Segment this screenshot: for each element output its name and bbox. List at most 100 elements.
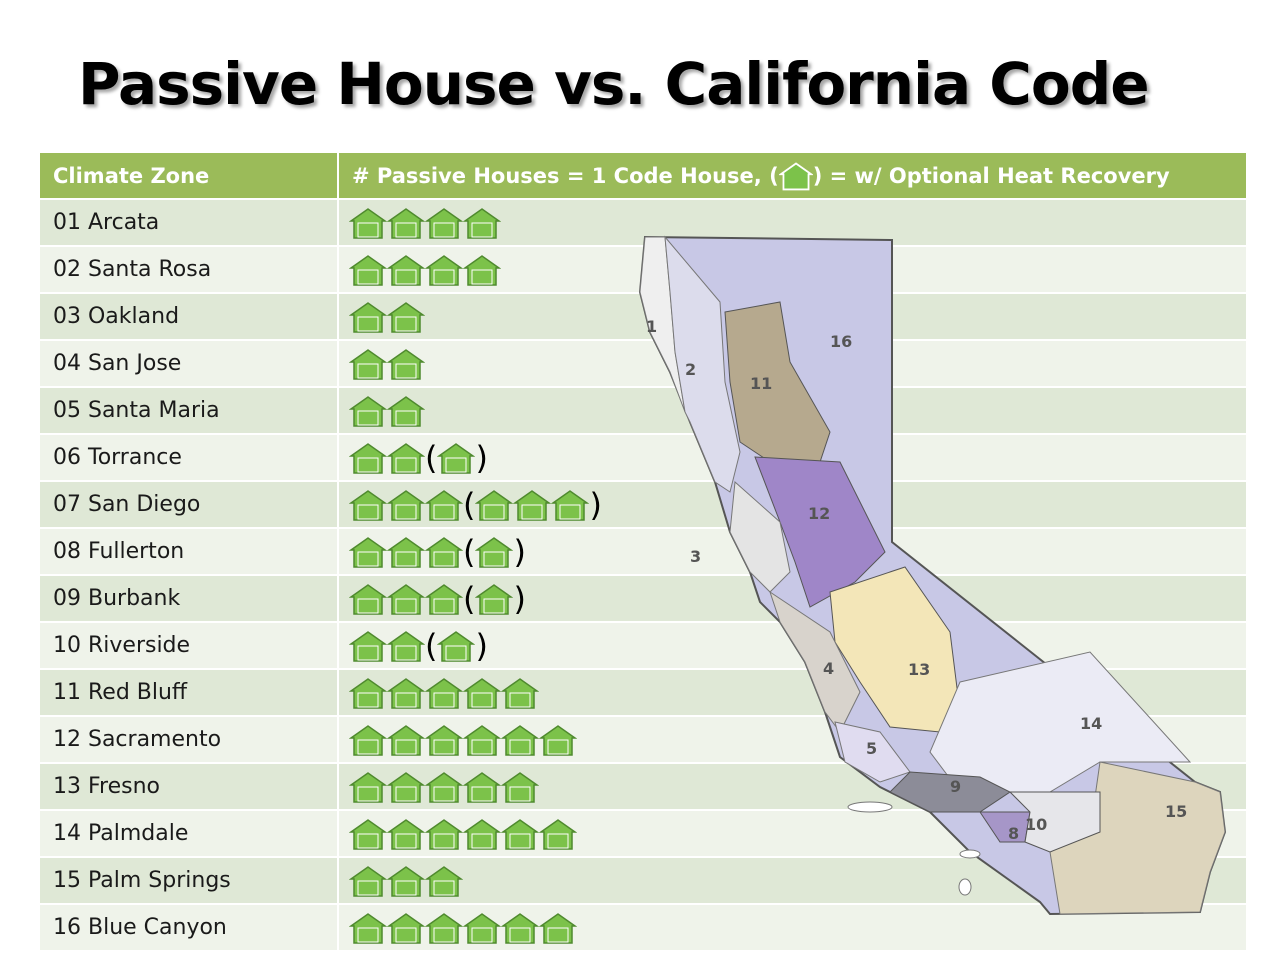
house-icon: [349, 724, 387, 756]
house-icon: [349, 771, 387, 803]
climate-zone-name: 12 Sacramento: [40, 715, 339, 763]
house-icon: [463, 254, 501, 286]
climate-zone-name: 07 San Diego: [40, 480, 339, 528]
climate-zone-name: 06 Torrance: [40, 433, 339, 481]
house-icon: [387, 442, 425, 474]
house-icon: [349, 818, 387, 850]
optional-open-paren: (: [463, 579, 476, 618]
optional-close-paren: ): [475, 438, 488, 477]
house-icon: [387, 536, 425, 568]
house-icon: [539, 912, 577, 944]
passive-house-count: (): [338, 480, 1248, 528]
house-icon: [513, 489, 552, 521]
house-icon: [463, 912, 501, 944]
house-icon: [475, 536, 514, 568]
climate-zone-name: 10 Riverside: [40, 621, 339, 669]
zone-4-region: [769, 590, 861, 733]
map-label-zone-11: 11: [750, 374, 772, 393]
climate-zone-name: 02 Santa Rosa: [40, 245, 339, 293]
table-row: 10 Riverside (): [40, 621, 1248, 669]
table-header-row: Climate Zone # Passive Houses = 1 Code H…: [40, 153, 1248, 199]
house-icon: [475, 489, 514, 521]
climate-zone-name: 08 Fullerton: [40, 527, 339, 575]
house-icon: [778, 161, 813, 191]
optional-open-paren: (: [425, 438, 438, 477]
house-icon: [501, 818, 539, 850]
house-icon: [387, 489, 425, 521]
optional-open-paren: (: [463, 485, 476, 524]
climate-zone-name: 05 Santa Maria: [40, 386, 339, 434]
california-climate-zone-map: 1 2 3 4 5 8 9 10 11 12 13 14 15 16: [630, 232, 1230, 922]
zone-14-region: [929, 651, 1192, 793]
header-houses-prefix: # Passive Houses = 1 Code House, (: [352, 163, 779, 188]
zone-10-region: [1008, 791, 1101, 853]
house-icon: [425, 724, 463, 756]
map-label-zone-1: 1: [646, 317, 657, 336]
house-icon: [501, 912, 539, 944]
house-icon: [425, 489, 463, 521]
house-icon: [387, 724, 425, 756]
house-icon: [387, 395, 425, 427]
house-icon: [349, 301, 387, 333]
map-label-zone-13: 13: [908, 660, 930, 679]
house-icon: [425, 583, 463, 615]
house-icon: [425, 912, 463, 944]
house-icon: [425, 865, 463, 897]
house-icon: [349, 395, 387, 427]
map-label-zone-5: 5: [866, 739, 877, 758]
channel-island: [847, 801, 893, 813]
house-icon: [425, 771, 463, 803]
page-title: Passive House vs. California Code: [78, 50, 1150, 118]
house-icon: [501, 677, 539, 709]
house-icon: [539, 724, 577, 756]
table-row: 11 Red Bluff: [40, 668, 1248, 716]
map-label-zone-8: 8: [1008, 824, 1019, 843]
map-label-zone-16: 16: [830, 332, 852, 351]
climate-zone-name: 09 Burbank: [40, 574, 339, 622]
climate-zone-name: 04 San Jose: [40, 339, 339, 387]
house-icon: [387, 207, 425, 239]
optional-open-paren: (: [425, 626, 438, 665]
house-icon: [463, 677, 501, 709]
house-icon: [463, 771, 501, 803]
table-row: 07 San Diego(): [40, 480, 1248, 528]
header-climate-zone: Climate Zone: [40, 153, 339, 199]
house-icon: [425, 536, 463, 568]
optional-close-paren: ): [589, 485, 602, 524]
house-icon: [349, 583, 387, 615]
house-icon: [463, 207, 501, 239]
header-houses-suffix: ) = w/ Optional Heat Recovery: [812, 163, 1170, 188]
optional-close-paren: ): [475, 626, 488, 665]
house-icon: [501, 724, 539, 756]
house-icon: [349, 630, 387, 662]
house-icon: [349, 442, 387, 474]
house-icon: [349, 207, 387, 239]
house-icon: [349, 912, 387, 944]
house-icon: [539, 818, 577, 850]
house-icon: [387, 630, 425, 662]
table-row: 01 Arcata: [40, 198, 1248, 246]
house-icon: [387, 254, 425, 286]
map-label-zone-15: 15: [1165, 802, 1187, 821]
house-icon: [387, 771, 425, 803]
climate-zone-name: 03 Oakland: [40, 292, 339, 340]
optional-close-paren: ): [513, 579, 526, 618]
house-icon: [425, 254, 463, 286]
house-icon: [501, 771, 539, 803]
house-icon: [425, 677, 463, 709]
map-label-zone-9: 9: [950, 777, 961, 796]
zone-2-region: [664, 235, 741, 493]
house-icon: [387, 677, 425, 709]
channel-island: [959, 849, 981, 859]
optional-open-paren: (: [463, 532, 476, 571]
house-icon: [425, 207, 463, 239]
channel-island: [958, 878, 972, 896]
climate-zone-name: 13 Fresno: [40, 762, 339, 810]
house-icon: [349, 677, 387, 709]
house-icon: [475, 583, 514, 615]
house-icon: [387, 818, 425, 850]
house-icon: [387, 583, 425, 615]
house-icon: [387, 301, 425, 333]
house-icon: [387, 348, 425, 380]
map-label-zone-3: 3: [690, 547, 701, 566]
